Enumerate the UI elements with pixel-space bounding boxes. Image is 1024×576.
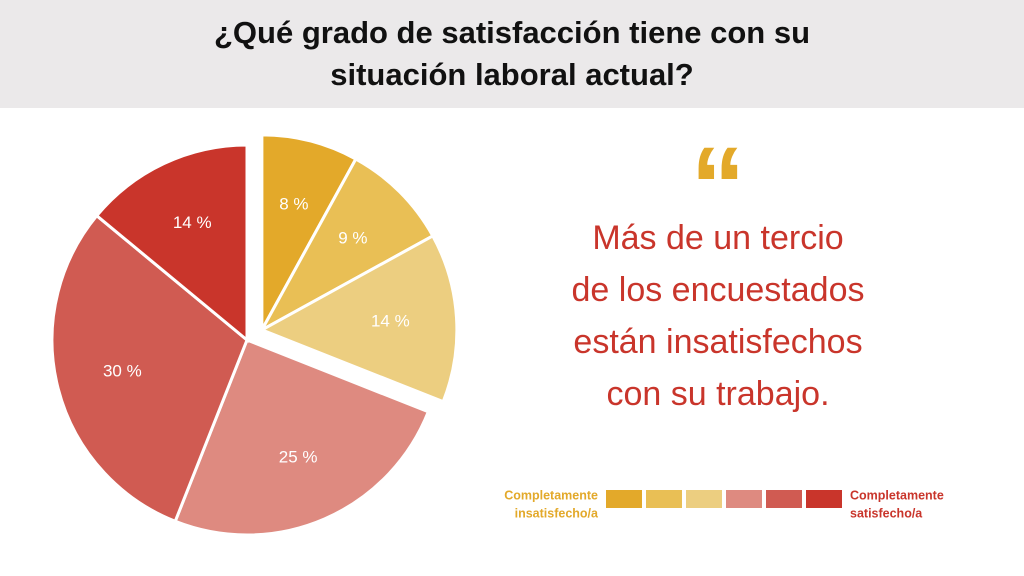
quote-line: están insatisfechos [573, 323, 862, 361]
pie-slice [258, 233, 459, 404]
slice-label: 30 % [103, 361, 142, 380]
header: ¿Qué grado de satisfacción tiene con su … [0, 0, 1024, 108]
legend-swatch [606, 490, 642, 508]
legend-label: Completamente [850, 488, 944, 502]
quote-line: con su trabajo. [606, 375, 829, 413]
quote-line: de los encuestados [572, 271, 865, 309]
pie-slice [94, 143, 249, 344]
pie-slice [258, 156, 435, 334]
legend-label: Completamente [504, 488, 598, 502]
slice-label: 9 % [338, 228, 367, 247]
chart-title: ¿Qué grado de satisfacción tiene con su … [213, 15, 811, 92]
legend-swatch [726, 490, 762, 508]
slice-label: 25 % [279, 448, 318, 467]
pie-slice [173, 338, 431, 537]
slice-label: 14 % [371, 311, 410, 330]
pie-slice [50, 213, 249, 524]
slice-label: 14 % [173, 213, 212, 232]
legend-swatch [686, 490, 722, 508]
quote-mark: “ [691, 125, 746, 248]
legend-label: insatisfecho/a [515, 506, 599, 520]
legend-label: satisfecho/a [850, 506, 923, 520]
legend-swatch [766, 490, 802, 508]
quote-line: Más de un tercio [592, 219, 843, 257]
legend-swatch [806, 490, 842, 508]
slice-label: 8 % [279, 195, 308, 214]
legend-swatch [646, 490, 682, 508]
pie-slice [260, 133, 358, 331]
